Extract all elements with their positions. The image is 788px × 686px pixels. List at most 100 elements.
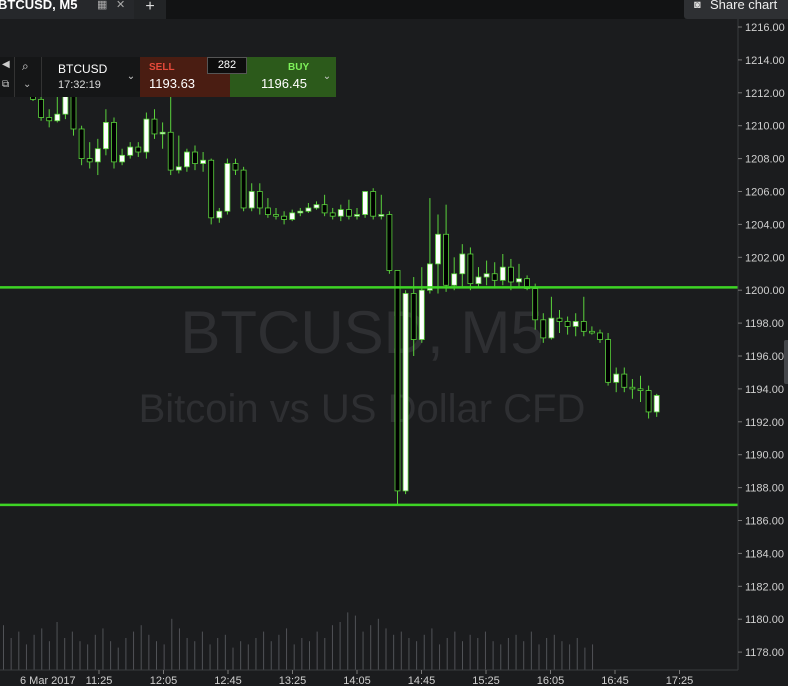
volume-bar	[278, 634, 280, 670]
volume-bar	[87, 644, 89, 670]
server-time: 17:32:19	[58, 79, 101, 91]
buy-options-icon[interactable]: ⌄	[318, 57, 336, 97]
volume-bar	[393, 634, 395, 670]
candle-body	[175, 166, 182, 171]
volume-bar	[530, 631, 532, 670]
candle-body	[507, 266, 514, 283]
candle-body	[321, 204, 328, 214]
symbol-search[interactable]: ⌕ ⌄	[15, 57, 42, 97]
candle-body	[459, 253, 466, 275]
volume-bar	[477, 638, 479, 670]
volume-bar	[48, 641, 50, 670]
side-panel-handle[interactable]	[784, 340, 788, 384]
watermark: BTCUSD, M5 Bitcoin vs US Dollar CFD	[139, 299, 586, 431]
search-icon[interactable]: ⌕	[22, 59, 29, 73]
candle-body	[111, 122, 117, 163]
candle-body	[548, 317, 555, 339]
candle-body	[370, 191, 377, 217]
candle-body	[580, 321, 587, 332]
price-tick-label: 1216.00	[745, 22, 785, 34]
volume-bar	[255, 638, 257, 670]
time-axis: 6 Mar 2017 11:25 12:05 12:45 13:25 14:05 14:45…	[0, 669, 788, 686]
volume-bar	[354, 615, 356, 670]
price-tick-label: 1196.00	[745, 351, 784, 363]
volume-bar	[377, 618, 379, 670]
watermark-symbol: BTCUSD, M5	[180, 299, 543, 366]
layout-icon[interactable]: ▦	[97, 0, 108, 11]
volume-bar	[362, 631, 364, 670]
share-chart-button[interactable]: ◙ Share chart	[684, 0, 788, 19]
volume-bar	[385, 628, 387, 670]
candle-body	[127, 146, 134, 156]
candle-body	[240, 169, 247, 209]
price-tick-label: 1186.00	[745, 516, 784, 528]
volume-bar	[41, 628, 43, 670]
candle-body	[54, 113, 61, 122]
volume-bar	[469, 634, 471, 670]
volume-bar	[125, 638, 127, 670]
volume-bar	[446, 638, 448, 670]
popout-icon[interactable]: ⧉	[2, 79, 10, 90]
candle-body	[613, 373, 620, 383]
volume-bar	[309, 641, 310, 670]
volume-bar	[416, 641, 418, 670]
sell-options-icon[interactable]: ⌄	[122, 57, 140, 97]
volume-bar	[133, 631, 135, 670]
candle-body	[94, 148, 101, 163]
candle-body	[637, 388, 644, 391]
volume-bar	[71, 631, 73, 670]
price-tick-label: 1190.00	[745, 450, 784, 462]
time-axis-bg	[0, 670, 788, 686]
candle-body	[192, 151, 198, 164]
volume-bar	[10, 638, 12, 670]
candle-body	[135, 146, 142, 153]
volume-bar	[270, 641, 272, 670]
close-icon[interactable]: ✕	[116, 0, 126, 11]
candle-body	[516, 278, 522, 283]
price-axis: 1216.00 1214.00 1212.00 1210.00 1208.00 1206.…	[737, 19, 788, 670]
chart-tab[interactable]: BTCUSD, M5 ▦ ✕	[0, 0, 134, 19]
candles	[30, 69, 660, 506]
volume-bar	[507, 638, 509, 670]
chart-grid	[0, 19, 738, 670]
volume-bar	[293, 644, 295, 670]
buy-price: 1196.45	[261, 76, 308, 91]
candle-body	[451, 273, 458, 286]
price-tick-label: 1194.00	[745, 384, 784, 396]
price-tick-label: 1182.00	[745, 581, 784, 593]
volume-bar	[561, 641, 563, 670]
volume-bar	[484, 631, 486, 670]
symbol-info: BTCUSD 17:32:19	[42, 57, 122, 97]
volume-bar	[79, 641, 81, 670]
volume-bar	[140, 625, 142, 670]
volume-bar	[286, 628, 288, 670]
camera-icon: ◙	[694, 0, 701, 11]
price-tick-label: 1184.00	[745, 548, 784, 560]
trade-panel: ◀ ⧉ ⌕ ⌄ BTCUSD 17:32:19 ⌄ SELL 1193.63 B…	[0, 57, 336, 97]
volume-bar	[339, 622, 341, 670]
chevron-down-icon[interactable]: ⌄	[23, 79, 32, 90]
price-tick-label: 1210.00	[745, 121, 785, 133]
time-tick-label: 14:05	[343, 675, 371, 686]
volume-bar	[492, 641, 494, 670]
candle-body	[289, 212, 296, 220]
candle-body	[426, 263, 433, 291]
candle-body	[362, 191, 369, 215]
volume-bar	[500, 644, 502, 670]
volume-bar	[462, 641, 463, 670]
candle-body	[402, 293, 409, 492]
volume-bar	[224, 634, 226, 670]
price-tick-label: 1188.00	[745, 483, 784, 495]
volume-bar	[117, 647, 119, 670]
time-tick-label: 13:25	[279, 675, 307, 686]
candle-body	[78, 128, 85, 160]
add-tab-button[interactable]: +	[134, 0, 166, 19]
collapse-icon[interactable]: ◀	[2, 59, 10, 70]
candle-body	[86, 158, 93, 163]
volume-bar	[247, 644, 249, 670]
volume-bar	[553, 634, 555, 670]
candle-body	[605, 339, 611, 383]
candle-body	[151, 118, 158, 135]
volume-bar	[515, 634, 517, 670]
